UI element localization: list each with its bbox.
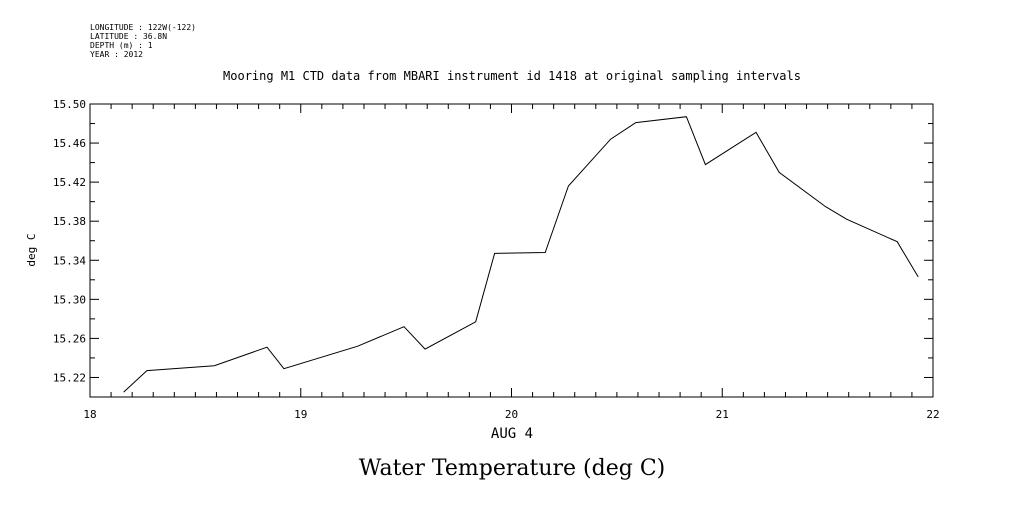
latitude-text: LATITUDE : 36.8N [90,32,167,41]
chart-subtitle: Mooring M1 CTD data from MBARI instrumen… [223,69,801,83]
y-tick-label: 15.30 [53,293,86,306]
y-tick-label: 15.26 [53,332,86,345]
x-tick-label: 19 [294,408,307,421]
series-line-water-temperature [123,116,919,393]
longitude-text: LONGITUDE : 122W(-122) [90,23,196,32]
x-tick-label: 18 [83,408,96,421]
y-tick-label: 15.34 [53,254,86,267]
y-axis-label: deg C [25,233,38,266]
x-tick-label: 21 [716,408,729,421]
y-tick-label: 15.42 [53,176,86,189]
x-axis-label: AUG 4 [491,426,533,442]
y-tick-label: 15.50 [53,98,86,111]
y-tick-label: 15.22 [53,371,86,384]
year-text: YEAR : 2012 [90,50,143,59]
plot-frame [89,103,934,398]
depth-text: DEPTH (m) : 1 [90,41,153,50]
x-ticks: 18 19 20 21 22 [83,104,940,421]
x-tick-label: 22 [926,408,939,421]
x-tick-label: 20 [505,408,518,421]
y-ticks: 15.22 15.26 15.30 15.34 15.38 15.42 15.46 15.50 [53,98,933,398]
y-tick-label: 15.38 [53,215,86,228]
y-tick-label: 15.46 [53,137,86,150]
chart-title: Water Temperature (deg C) [359,456,666,481]
